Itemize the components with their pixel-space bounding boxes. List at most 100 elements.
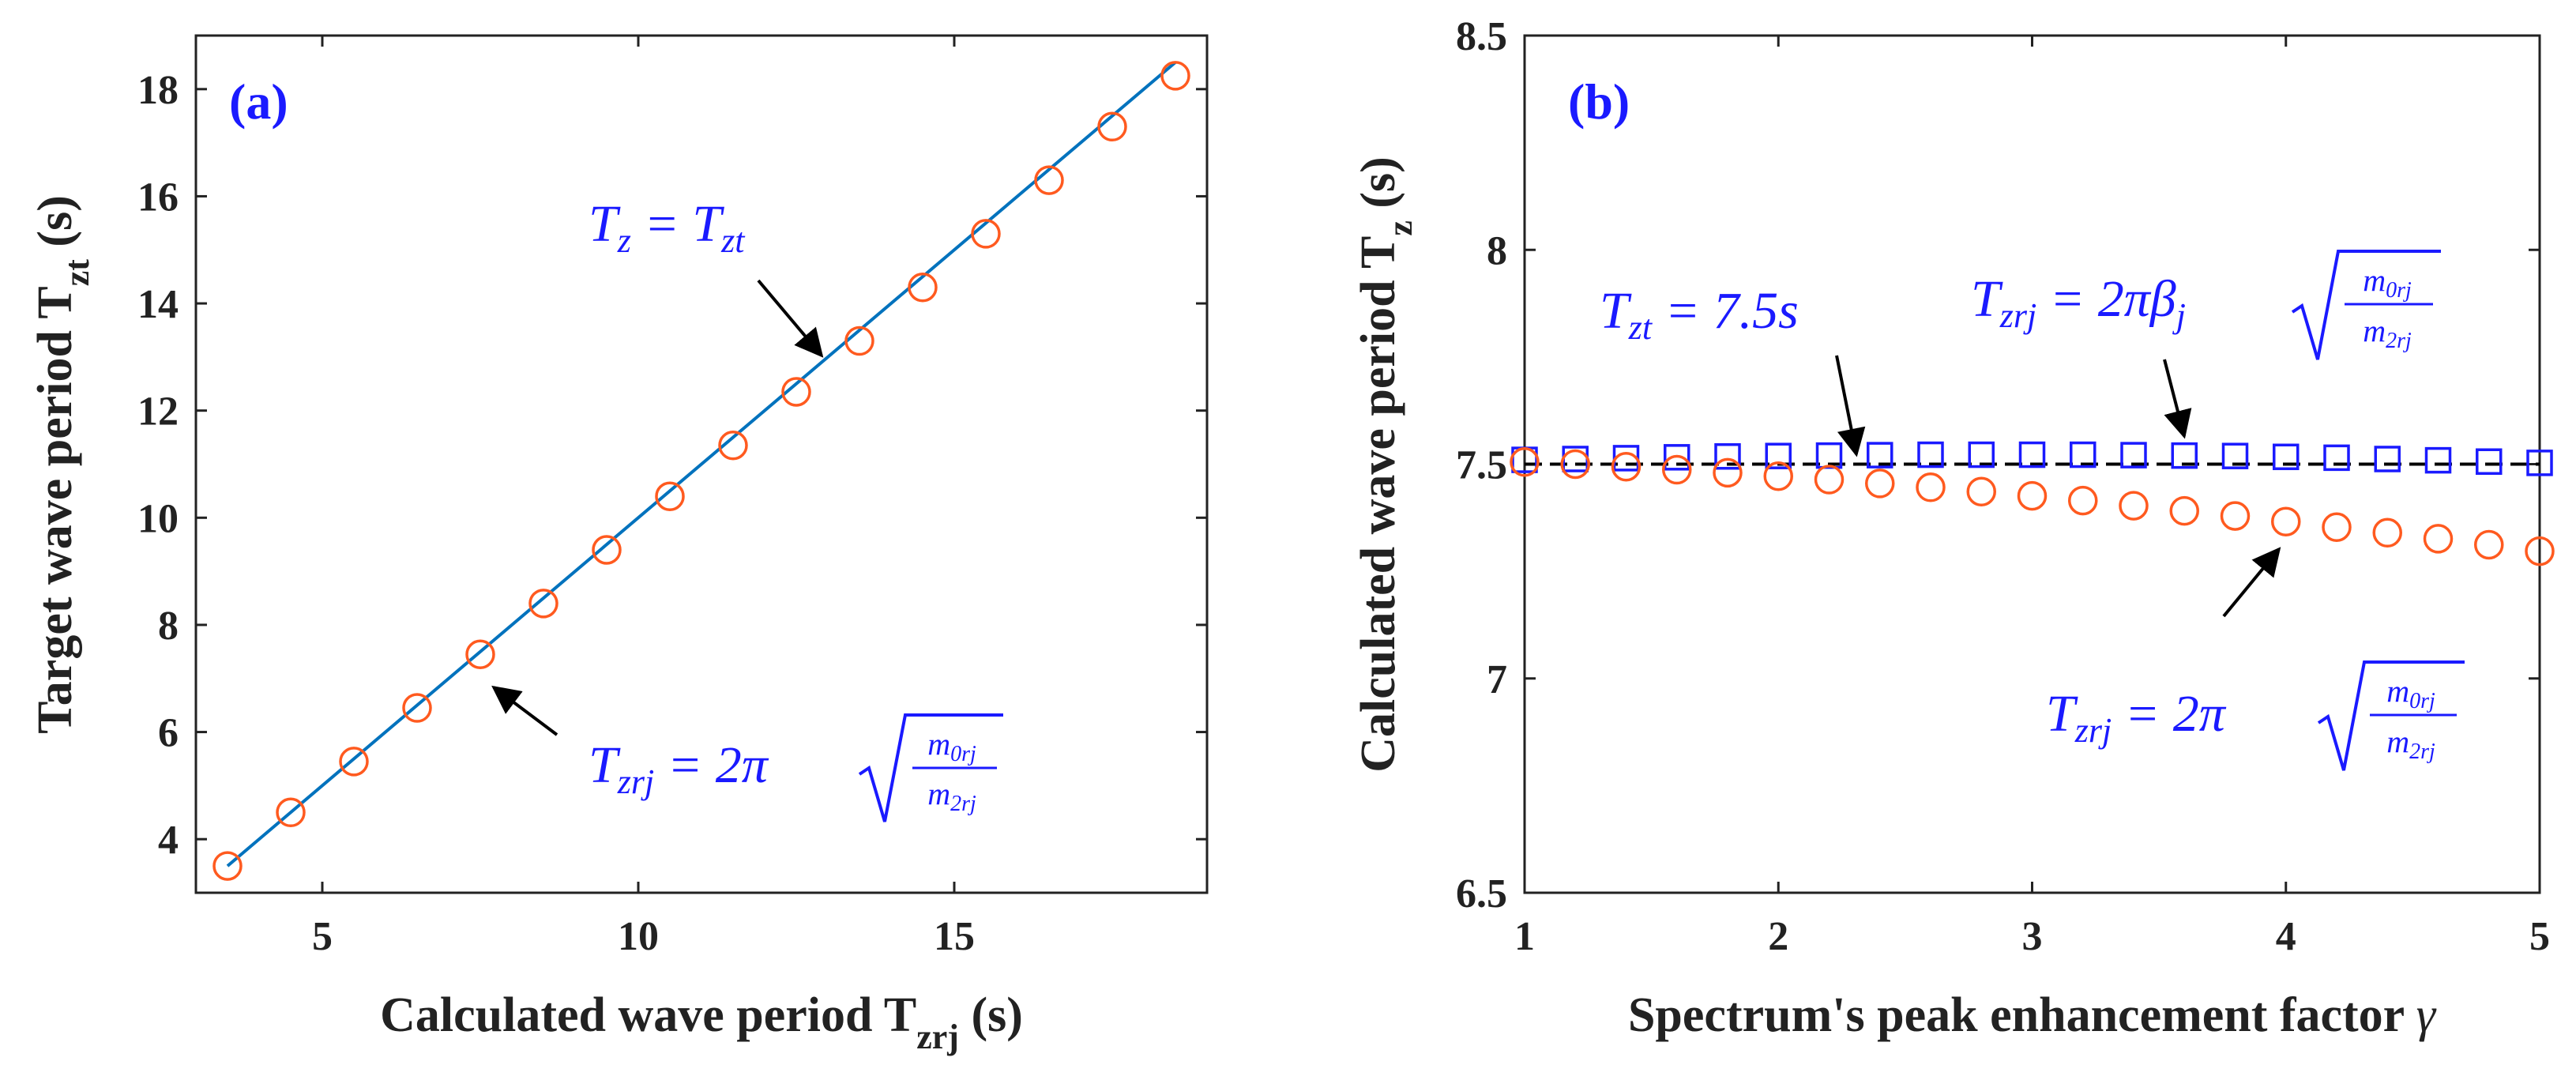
circle-data-point [1763,461,1793,491]
target-equation-arrow [1835,355,1866,457]
y-tick-label: 7.5 [1456,443,1507,488]
circle-data-point [1865,469,1895,499]
x-tick-label: 15 [934,914,975,959]
plot-area-a [194,34,1209,894]
fit-line [226,61,1177,867]
x-tick-label: 4 [2276,914,2296,959]
circle-data-point [2220,501,2251,531]
circle-data-point [2169,495,2199,526]
square-data-point [2526,450,2553,476]
svg-text:m0rj: m0rj [927,726,976,766]
x-axis-ticks-b: 1 2 3 4 5 [1514,36,2550,959]
line-equation-arrow [757,279,824,358]
circle-equation-label: Tzrj = 2π m0rj m2rj [2046,660,2465,771]
circle-data-point [1097,111,1127,142]
circle-data-point [2068,485,2098,516]
panel-label-b: (b) [1568,73,1630,130]
target-equation-label: Tzt = 7.5s [1600,282,1799,347]
y-tick-label: 8 [1487,228,1507,273]
square-data-point [2171,442,2198,469]
svg-text:m2rj: m2rj [927,776,976,816]
square-data-point [1664,444,1690,471]
circle-data-point [1160,61,1190,91]
chart-panel-b: 1 2 3 4 5 6.5 7 7.5 8 8.5 (b) Spectrum's peak en… [1352,14,2555,1042]
square-data-point [1867,442,1893,469]
chart-panel-a: 5 10 15 4 6 8 10 12 14 16 18 (a) Calculated wave … [28,34,1209,1056]
circle-data-point [1814,465,1845,495]
square-data-point [2120,442,2147,469]
svg-text:m0rj: m0rj [2386,673,2435,713]
circle-data-point [528,589,558,619]
square-data-point [2018,441,2046,469]
y-axis-label-b: Calculated wave period Tz (s) [1352,156,1420,773]
x-tick-label: 3 [2022,914,2043,959]
square-equation-label: Tzrj = 2πβj m0rj m2rj [1971,250,2441,360]
square-data-point [2070,441,2097,469]
svg-text:m2rj: m2rj [2363,313,2412,353]
x-tick-label: 2 [1768,914,1788,959]
square-equation-arrow [2163,359,2192,439]
circle-data-point [465,639,495,669]
circle-data-point [2322,512,2352,542]
y-axis-ticks-a: 4 6 8 10 12 14 16 18 [137,68,1207,863]
circle-data-point [2372,517,2402,548]
circle-data-point [1611,452,1641,482]
circle-data-point [276,797,306,828]
square-data-point [2476,448,2503,475]
x-tick-label: 5 [312,914,333,959]
circle-data-point [1560,449,1590,480]
square-data-point [1968,441,1995,469]
svg-text:Tzrj = 2πβj: Tzrj = 2πβj [1971,270,2186,335]
y-tick-label: 10 [137,496,179,541]
circle-data-point [2423,524,2454,554]
sqrt-symbol-b1 [2291,250,2441,360]
y-axis-label-a: Target wave period Tzt (s) [28,195,96,734]
circle-data-point [908,272,938,303]
marker-equation-label: Tzrj = 2π m0rj m2rj [589,713,1003,822]
sqrt-symbol-a [858,713,1003,822]
y-tick-label: 8.5 [1456,14,1507,59]
circle-data-point [971,219,1001,249]
y-tick-label: 18 [137,68,179,113]
svg-text:Tzrj = 2π: Tzrj = 2π [589,736,769,801]
circle-data-point [655,481,685,511]
circle-data-point [781,377,811,407]
y-tick-label: 14 [137,282,179,327]
circle-data-point [2525,536,2555,566]
y-tick-label: 7 [1487,657,1507,702]
square-data-point [2273,443,2300,471]
line-equation-label: Tz = Tzt [589,195,746,260]
circle-data-point [212,851,243,881]
circle-data-point [402,693,432,723]
x-axis-label-a: Calculated wave period Tzrj (s) [380,988,1023,1056]
circle-equation-arrow [2222,547,2281,618]
y-tick-label: 8 [158,604,179,649]
x-tick-label: 1 [1514,914,1535,959]
circle-data-point [718,431,748,461]
circle-data-point [339,747,369,777]
y-axis-ticks-b: 6.5 7 7.5 8 8.5 [1456,14,2540,916]
series-group-b [1510,441,2555,566]
y-tick-label: 6 [158,711,179,756]
y-tick-label: 16 [137,175,179,220]
svg-text:m0rj: m0rj [2363,262,2412,303]
circle-data-point [2119,491,2149,521]
square-data-point [1714,442,1741,470]
circle-data-point [1966,476,1996,506]
circle-data-point [844,326,874,356]
circle-data-point [592,535,622,565]
square-data-point [2374,446,2401,472]
square-data-point [2323,444,2350,472]
square-data-point [1917,441,1944,469]
y-tick-label: 6.5 [1456,871,1507,916]
square-data-point [2221,442,2249,469]
circle-data-point [1510,447,1540,477]
circle-data-point [1713,457,1743,488]
svg-text:Tzrj = 2π: Tzrj = 2π [2046,685,2227,750]
circle-data-point [1034,165,1064,195]
x-tick-label: 5 [2529,914,2550,959]
circle-data-point [2474,529,2504,560]
y-tick-label: 12 [137,389,179,435]
circle-data-point [1916,472,1946,502]
